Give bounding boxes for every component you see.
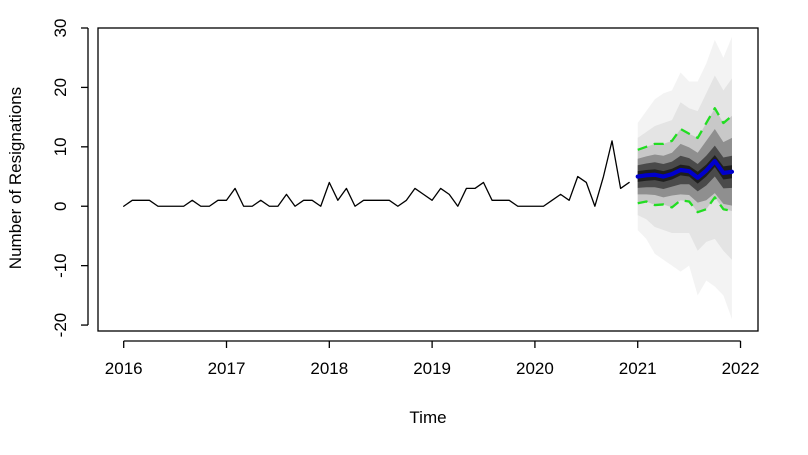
plot-frame [97, 27, 759, 332]
series-line-observed [123, 140, 630, 207]
x-tick-label: 2022 [722, 359, 760, 378]
fan-chart-bands [637, 36, 732, 320]
y-tick-label: 20 [51, 78, 70, 97]
y-axis: -20 -10 0 10 20 30 [51, 19, 89, 338]
x-tick-label: 2018 [310, 359, 348, 378]
series-line-prediction-interval-upper [637, 107, 733, 151]
x-tick-label: 2016 [105, 359, 143, 378]
x-axis-title: Time [409, 408, 446, 427]
series-line-forecast-mean [635, 158, 735, 180]
x-axis: 2016 2017 2018 2019 2020 2021 2022 [105, 340, 760, 378]
y-tick-label: 0 [51, 202, 70, 211]
x-tick-label: 2021 [619, 359, 657, 378]
y-tick-label: -10 [51, 253, 70, 278]
x-tick-label: 2019 [413, 359, 451, 378]
series-line-prediction-interval-lower [637, 196, 733, 214]
y-axis-title: Number of Resignations [6, 87, 25, 269]
x-tick-label: 2020 [516, 359, 554, 378]
y-tick-label: -20 [51, 313, 70, 338]
series-lines [123, 107, 735, 214]
y-tick-label: 30 [51, 19, 70, 38]
x-tick-label: 2017 [208, 359, 246, 378]
y-tick-label: 10 [51, 137, 70, 156]
